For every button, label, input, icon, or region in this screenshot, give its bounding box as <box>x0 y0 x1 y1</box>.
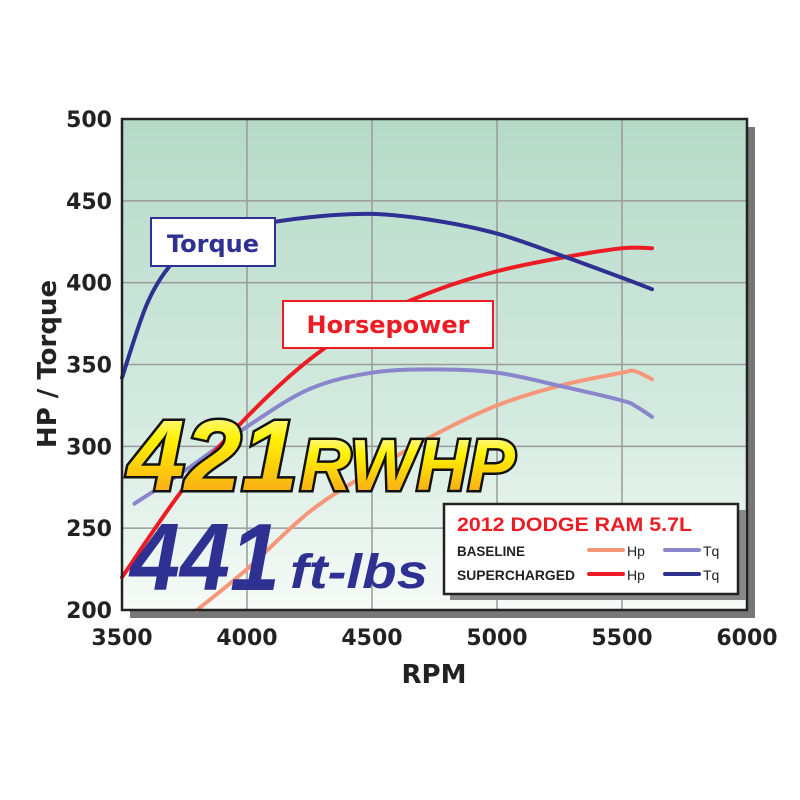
supercharged-tq-line <box>120 211 654 380</box>
peak-hp-unit: RWHP <box>300 426 516 506</box>
peak-tq-badge: 441 ft-lbs <box>128 504 428 611</box>
legend: 2012 DODGE RAM 5.7L BASELINE Hp Tq SUPER… <box>442 502 746 600</box>
legend-supercharged-label: SUPERCHARGED <box>457 567 575 583</box>
baseline-hp-line <box>195 368 654 612</box>
x-axis-label: RPM <box>402 660 467 690</box>
y-tick-label: 500 <box>66 108 112 133</box>
x-tick-label: 6000 <box>716 626 777 651</box>
x-tick-label: 3500 <box>91 626 152 651</box>
peak-hp-badge: 421 RWHP <box>123 398 518 515</box>
legend-supercharged-tq-label: Tq <box>703 567 719 583</box>
x-tick-label: 4500 <box>341 626 402 651</box>
legend-baseline-hp-label: Hp <box>627 543 645 559</box>
y-tick-label: 400 <box>66 272 112 297</box>
y-tick-label: 250 <box>66 517 112 542</box>
y-tick-label: 450 <box>66 190 112 215</box>
x-tick-label: 5500 <box>591 626 652 651</box>
torque-callout: Torque <box>150 217 276 267</box>
legend-baseline-label: BASELINE <box>457 543 525 559</box>
y-tick-label: 300 <box>66 435 112 460</box>
horsepower-callout-text: Horsepower <box>307 311 470 339</box>
legend-title: 2012 DODGE RAM 5.7L <box>457 515 692 536</box>
peak-hp-number: 421 <box>126 400 298 512</box>
legend-supercharged-hp-label: Hp <box>627 567 645 583</box>
y-tick-label: 200 <box>66 599 112 624</box>
baseline-tq-line <box>132 367 654 506</box>
peak-tq-unit: ft-lbs <box>290 546 428 599</box>
y-axis-label: HP / Torque <box>33 280 63 448</box>
x-tick-label: 5000 <box>466 626 527 651</box>
plot-border <box>120 117 749 612</box>
peak-tq-number: 441 <box>128 504 280 611</box>
horsepower-callout: Horsepower <box>282 300 494 349</box>
y-tick-label: 350 <box>66 354 112 379</box>
x-tick-label: 4000 <box>216 626 277 651</box>
torque-callout-text: Torque <box>167 230 259 258</box>
legend-baseline-tq-label: Tq <box>703 543 719 559</box>
